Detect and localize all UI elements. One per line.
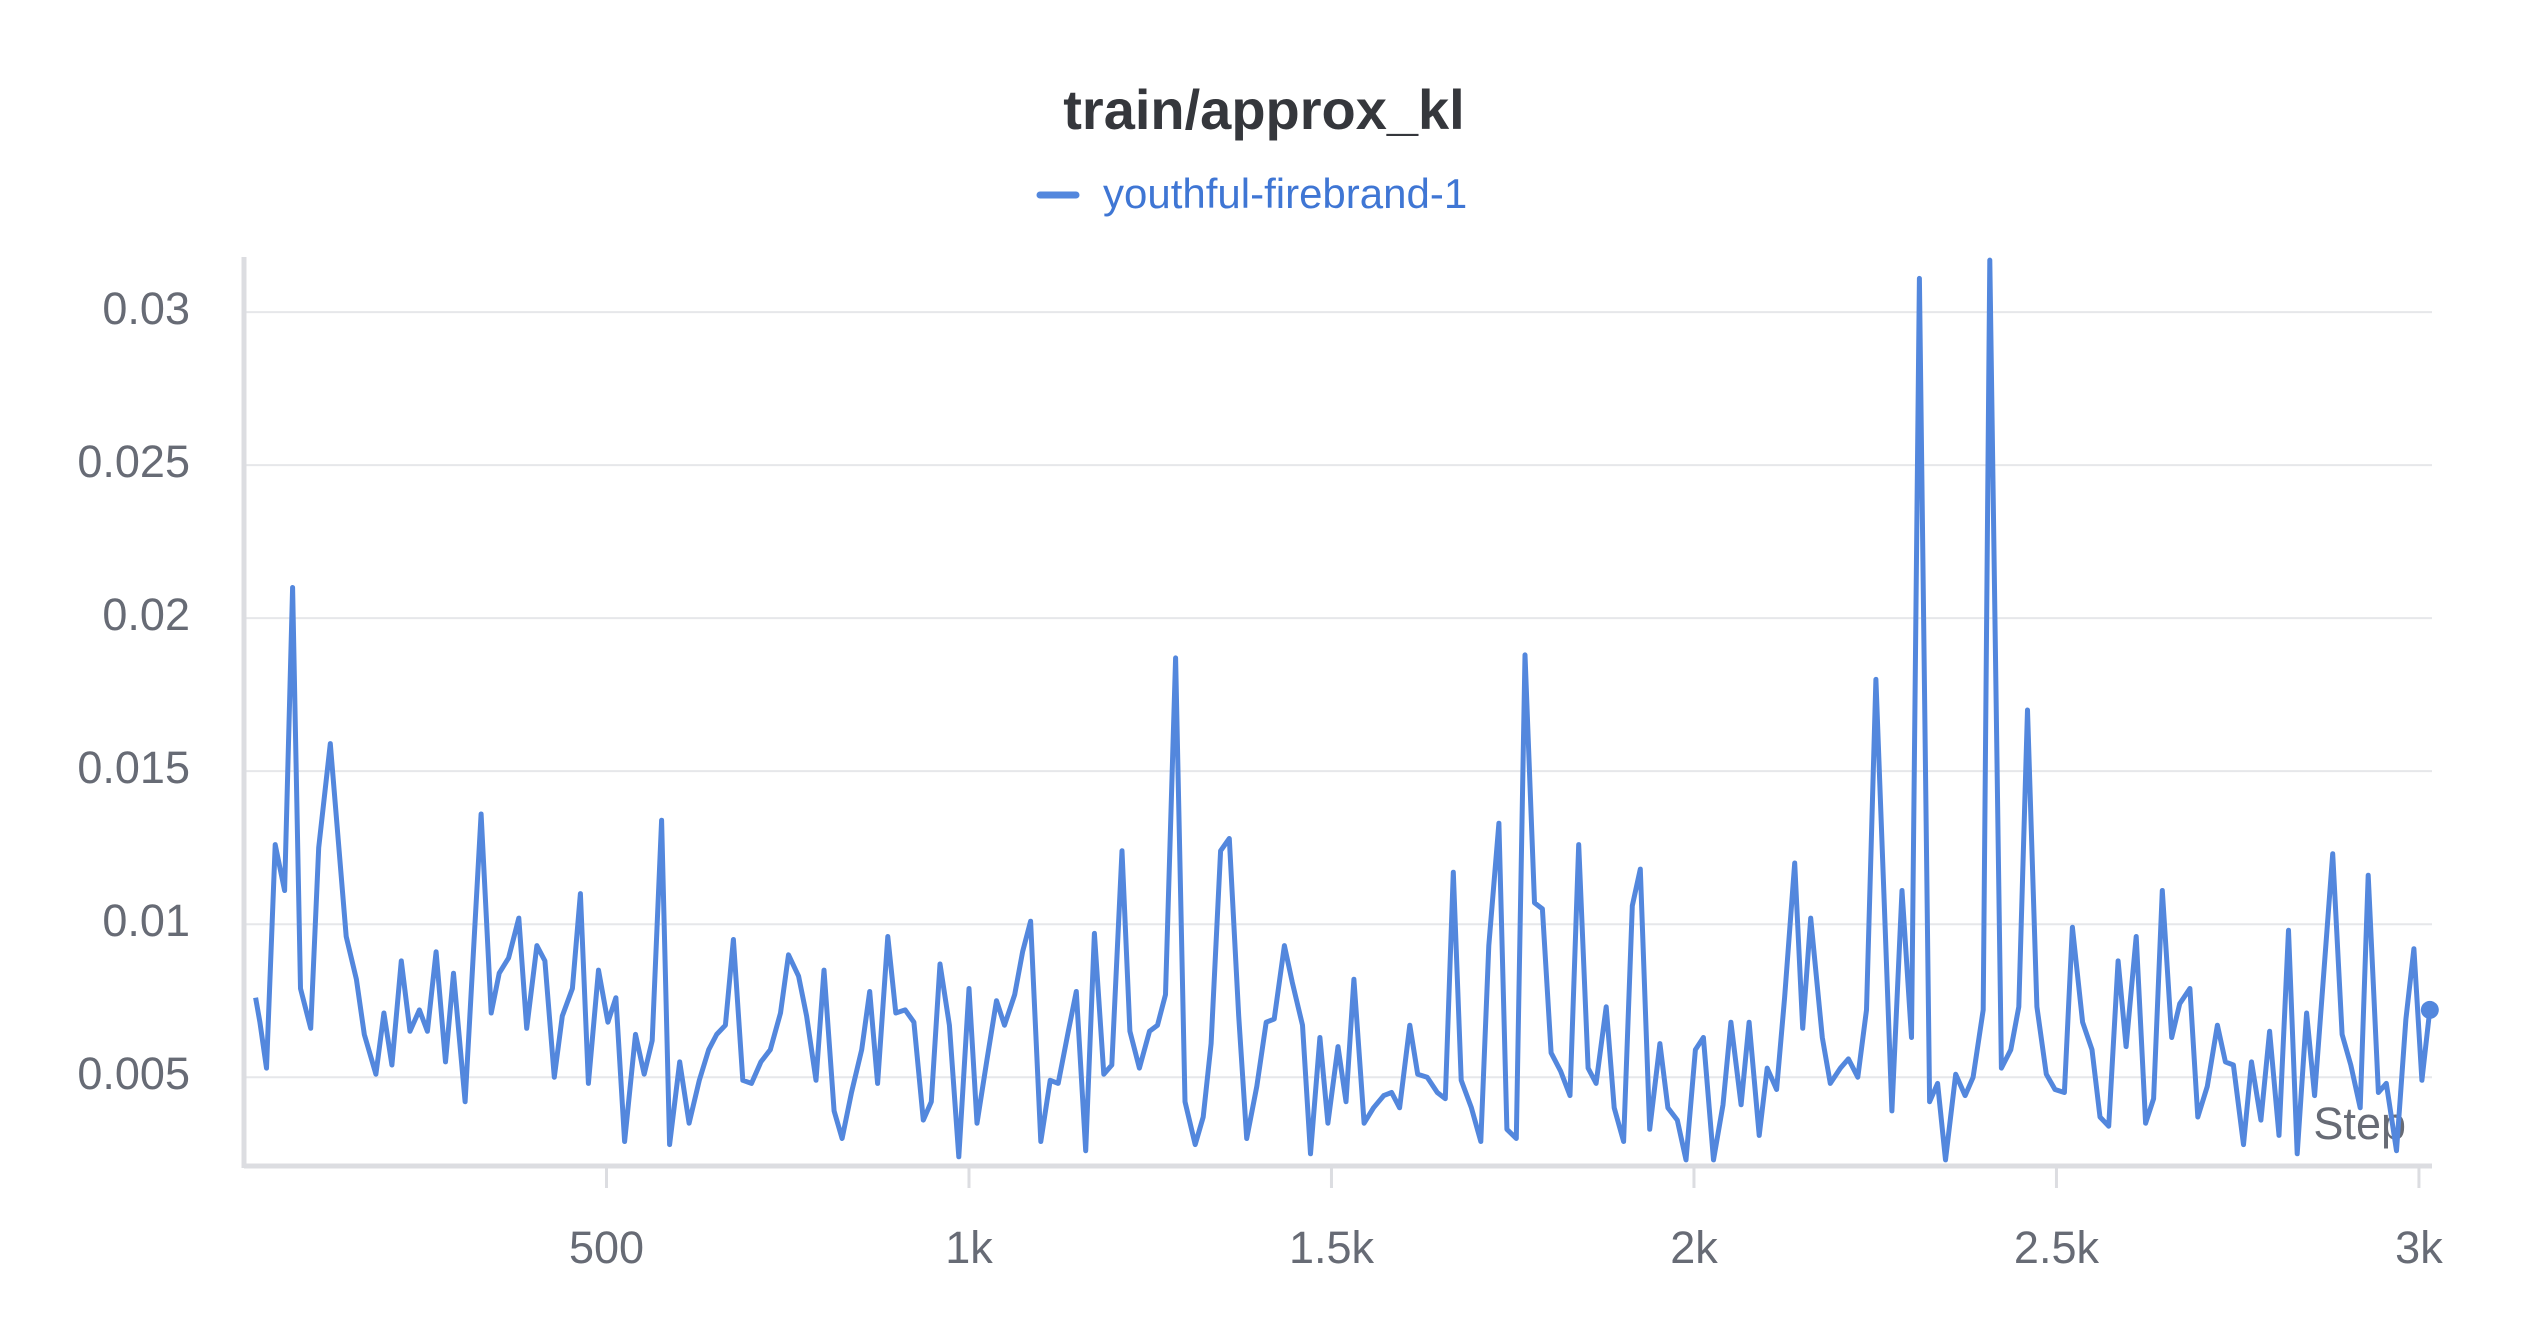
y-tick-label: 0.01: [102, 895, 190, 946]
data-line: [253, 257, 2433, 1163]
y-tick-label: 0.015: [77, 742, 190, 793]
y-tick-label: 0.02: [102, 589, 190, 640]
x-tick-label: 3k: [2395, 1222, 2443, 1273]
x-tick-label: 2.5k: [2014, 1222, 2100, 1273]
y-tick-label: 0.025: [77, 436, 190, 487]
x-tick-label: 2k: [1670, 1222, 1718, 1273]
x-tick-label: 1k: [945, 1222, 993, 1273]
y-tick-label: 0.03: [102, 283, 190, 334]
chart-title: train/approx_kl: [1063, 78, 1464, 141]
y-tick-label: 0.005: [77, 1048, 190, 1099]
x-tick-label: 500: [569, 1222, 644, 1273]
x-tick-label: 1.5k: [1289, 1222, 1375, 1273]
legend-label: youthful-firebrand-1: [1103, 170, 1467, 217]
last-point: [2420, 1000, 2439, 1019]
